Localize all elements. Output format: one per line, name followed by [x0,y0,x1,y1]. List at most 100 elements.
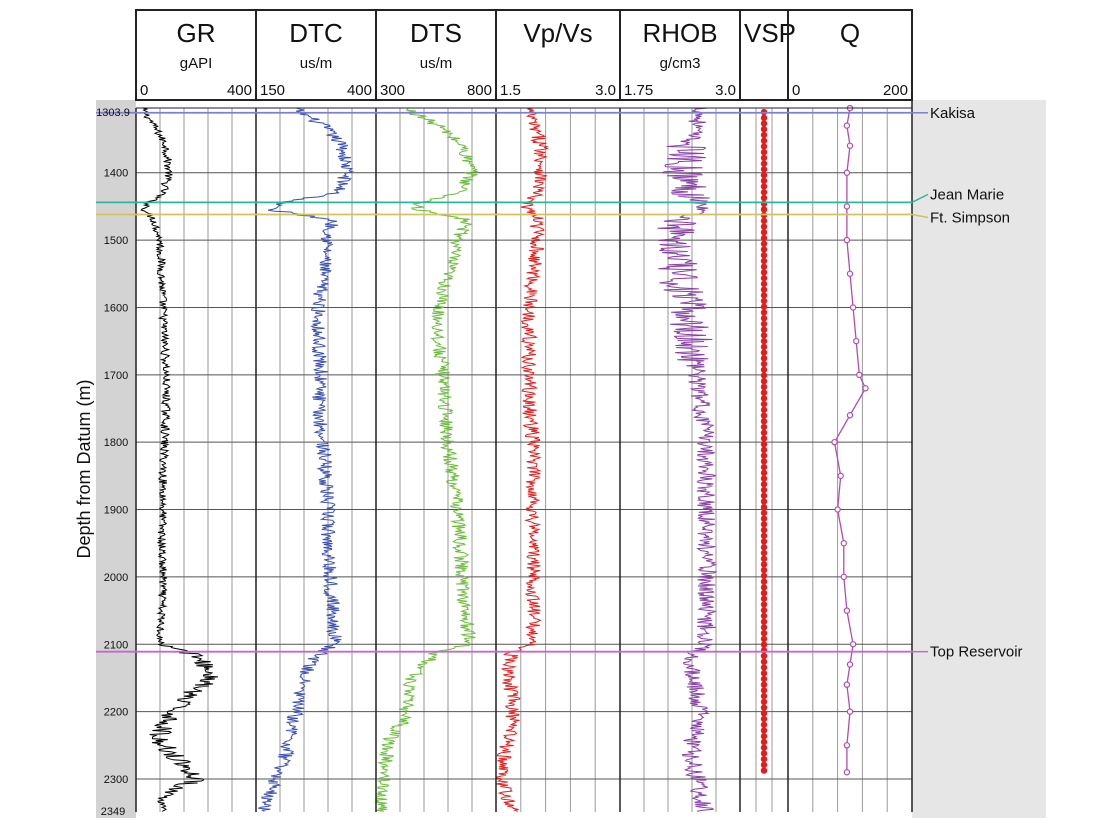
vsp-point [760,429,768,436]
vsp-point [760,166,768,173]
vsp-point [760,418,768,425]
q-point [856,371,863,379]
q-point [834,506,841,513]
marker-connector [911,193,929,204]
vsp-point [760,498,768,505]
vsp-point [760,423,768,431]
vsp-point [760,286,768,293]
track-plot-area [788,108,912,812]
y-axis-label: Depth from Datum (m) [74,379,94,558]
vsp-point [760,670,768,677]
track-name-vpvs: Vp/Vs [523,18,592,48]
vsp-point [760,492,768,499]
y-tick-label: 2100 [104,639,128,651]
vsp-point [760,292,768,299]
vsp-point [760,618,768,625]
formation-markers: Kakisa Jean Marie Ft. Simpson Top Reservoir [96,105,1023,661]
vsp-point [760,326,768,333]
track-scale-max-vpvs: 3.0 [595,82,616,99]
track-scale-max-dts: 800 [467,82,492,99]
vsp-point [760,343,768,351]
vsp-point [760,154,768,162]
vsp-point [760,698,768,706]
vsp-point [760,595,768,602]
vsp-point [760,406,768,414]
vsp-point [760,744,768,751]
vsp-point [760,767,768,774]
q-point [843,607,851,614]
track-scale-max-q: 200 [883,82,908,99]
vsp-point [760,538,768,545]
y-tick-label: 2000 [104,572,128,584]
track-plot-area [620,108,740,812]
vsp-point [760,526,768,534]
vsp-point [760,733,768,740]
vsp-point [760,681,768,688]
q-point [843,169,851,176]
vsp-point [760,641,768,648]
vsp-point [760,143,768,150]
track-scale-min-dts: 300 [380,82,405,99]
vsp-point [760,126,768,133]
marker-label: Kakisa [930,105,976,122]
q-point [840,573,848,581]
track-scale-min-rhob: 1.75 [624,82,653,99]
q-curve [833,107,867,773]
track-scale-min-gr: 0 [140,82,148,99]
depth-axis-band [96,100,136,818]
y-tick-label: 1400 [104,168,128,180]
track-scale-min-dtc: 150 [260,82,285,99]
track-vpvs: Vp/Vs 1.5 3.0 [495,10,620,812]
track-name-gr: GR [177,18,216,48]
track-dts: DTS us/m 300 800 [374,10,496,812]
q-point [837,472,844,480]
vsp-point [760,400,768,408]
vsp-point [760,704,768,711]
vsp-point [760,189,768,196]
vsp-point [760,446,768,454]
vsp-point [760,435,768,442]
marker-label: Top Reservoir [930,644,1023,661]
vsp-point [760,612,768,620]
y-tick-label: 1800 [104,437,128,449]
vsp-point [760,664,768,671]
vsp-point [760,223,768,230]
vsp-point [760,463,768,471]
vsp-point [760,372,768,379]
q-point [846,412,854,419]
vsp-point [760,503,768,511]
q-point [843,203,851,210]
track-unit-dtc: us/m [300,55,333,72]
track-header-frame [135,9,913,101]
vsp-point [760,721,768,728]
marker-connector [911,213,929,219]
vsp-point [760,257,768,265]
marker-label: Jean Marie [930,186,1004,203]
vsp-point [760,349,768,356]
vsp-point [760,148,768,156]
vsp-point [760,229,768,236]
vsp-point [760,114,768,122]
vsp-point [760,320,768,328]
q-point [846,661,854,668]
track-scale-min-q: 0 [792,82,800,99]
track-gr: GR gAPI 0 400 [135,10,256,812]
vsp-point [760,629,768,637]
vsp-point [760,755,768,763]
vsp-point [760,309,768,316]
q-point [853,337,860,345]
vsp-point [760,297,768,305]
q-point [843,769,851,776]
vsp-point [760,131,768,139]
track-plot-area [376,108,496,812]
y-tick-label: 2300 [104,774,128,786]
vsp-point [760,217,768,225]
vsp-point [760,584,768,591]
vsp-point [760,566,768,574]
vsp-point [760,355,768,362]
vsp-point [760,475,768,482]
vsp-point [760,675,768,683]
vsp-point [760,366,768,373]
vsp-point [760,515,768,522]
vsp-point [760,252,768,259]
